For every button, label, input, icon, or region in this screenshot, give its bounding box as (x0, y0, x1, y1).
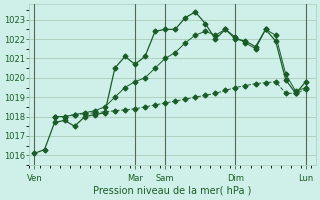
X-axis label: Pression niveau de la mer( hPa ): Pression niveau de la mer( hPa ) (93, 186, 252, 196)
